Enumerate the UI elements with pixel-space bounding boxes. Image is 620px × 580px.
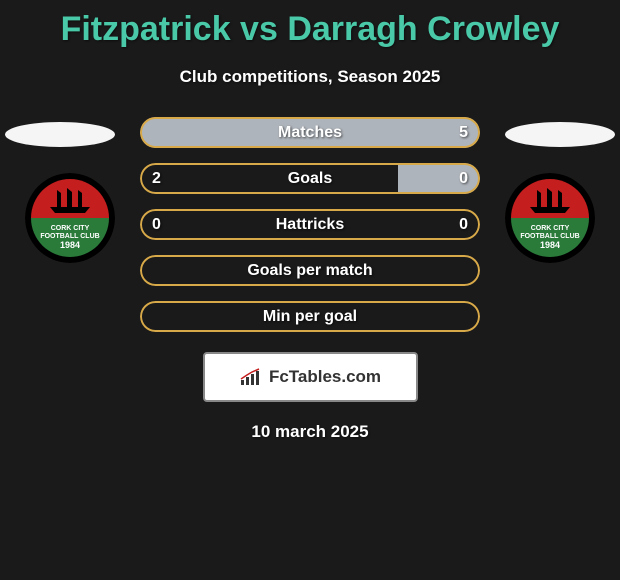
- stat-value-right: 5: [459, 124, 468, 142]
- badge-team-name: CORK CITY: [531, 225, 570, 233]
- stat-label: Min per goal: [140, 308, 480, 326]
- badge-team-name: CORK CITY: [51, 225, 90, 233]
- ship-icon: [45, 185, 95, 215]
- stat-label: Matches: [140, 124, 480, 142]
- chart-icon: [239, 368, 263, 386]
- team-badge-right: CORK CITY FOOTBALL CLUB 1984: [505, 173, 595, 263]
- date-label: 10 march 2025: [0, 422, 620, 442]
- content-area: CORK CITY FOOTBALL CLUB 1984: [0, 117, 620, 442]
- stat-row: Min per goal: [140, 301, 480, 332]
- stat-value-left: 0: [152, 216, 161, 234]
- player-photo-right: [505, 122, 615, 147]
- stat-row: Matches5: [140, 117, 480, 148]
- page-title: Fitzpatrick vs Darragh Crowley: [0, 0, 620, 49]
- comparison-card: Fitzpatrick vs Darragh Crowley Club comp…: [0, 0, 620, 442]
- site-logo-box: FcTables.com: [203, 352, 418, 402]
- subtitle: Club competitions, Season 2025: [0, 67, 620, 87]
- badge-year: 1984: [60, 240, 80, 250]
- stat-value-right: 0: [459, 170, 468, 188]
- ship-icon: [525, 185, 575, 215]
- stat-label: Goals per match: [140, 262, 480, 280]
- stat-row: Goals per match: [140, 255, 480, 286]
- stat-row: Hattricks0 0: [140, 209, 480, 240]
- stat-bars: Matches5Goals20Hattricks00Goals per matc…: [140, 117, 480, 332]
- stat-label: Goals: [140, 170, 480, 188]
- badge-team-sub: FOOTBALL CLUB: [520, 233, 579, 241]
- player-photo-left: [5, 122, 115, 147]
- team-badge-left: CORK CITY FOOTBALL CLUB 1984: [25, 173, 115, 263]
- stat-value-left: 2: [152, 170, 161, 188]
- stat-row: Goals2 0: [140, 163, 480, 194]
- stat-label: Hattricks: [140, 216, 480, 234]
- badge-year: 1984: [540, 240, 560, 250]
- stat-value-right: 0: [459, 216, 468, 234]
- site-name: FcTables.com: [269, 367, 381, 387]
- badge-team-sub: FOOTBALL CLUB: [40, 233, 99, 241]
